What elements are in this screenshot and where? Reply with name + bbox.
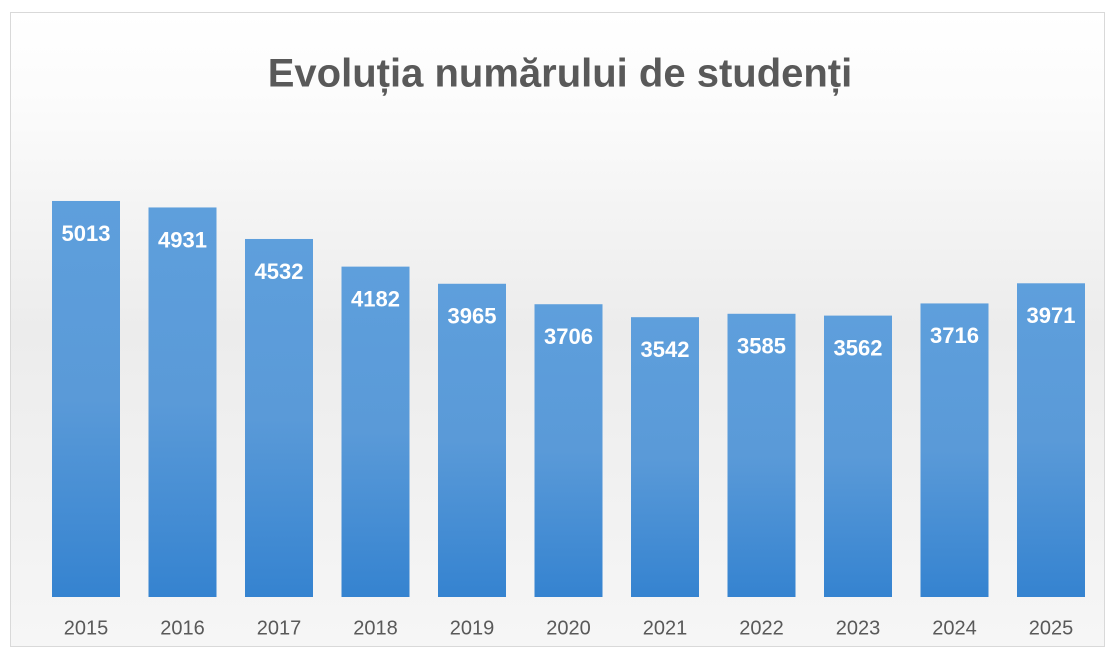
bar [631, 317, 699, 597]
x-tick-label: 2016 [160, 617, 205, 639]
x-tick-label: 2024 [932, 617, 977, 639]
data-label: 3562 [834, 335, 883, 360]
data-label: 4182 [351, 286, 400, 311]
bar [341, 266, 410, 597]
data-label: 3971 [1027, 303, 1076, 328]
data-label: 3585 [737, 334, 786, 359]
bar [245, 238, 313, 598]
data-label: 3716 [930, 323, 979, 348]
bar [52, 200, 120, 597]
bar [1017, 283, 1085, 597]
x-tick-label: 2022 [739, 617, 784, 639]
bar [438, 283, 506, 597]
chart-title: Evoluția numărului de studenți [268, 52, 853, 96]
x-tick-label: 2025 [1029, 617, 1074, 639]
data-label: 3542 [641, 337, 690, 362]
bar [534, 304, 603, 597]
data-label: 3965 [448, 304, 497, 329]
x-tick-label: 2018 [353, 617, 398, 639]
bar [824, 315, 892, 597]
x-tick-label: 2020 [546, 617, 591, 639]
x-tick-label: 2023 [836, 617, 881, 639]
data-label: 4931 [158, 227, 207, 252]
bar [920, 303, 989, 597]
bar [148, 207, 217, 598]
data-label: 5013 [62, 221, 111, 246]
x-tick-label: 2015 [64, 617, 109, 639]
data-label: 3706 [544, 324, 593, 349]
x-tick-label: 2021 [643, 617, 688, 639]
x-tick-label: 2019 [450, 617, 495, 639]
bar [727, 313, 796, 597]
x-tick-label: 2017 [257, 617, 302, 639]
data-label: 4532 [255, 259, 304, 284]
